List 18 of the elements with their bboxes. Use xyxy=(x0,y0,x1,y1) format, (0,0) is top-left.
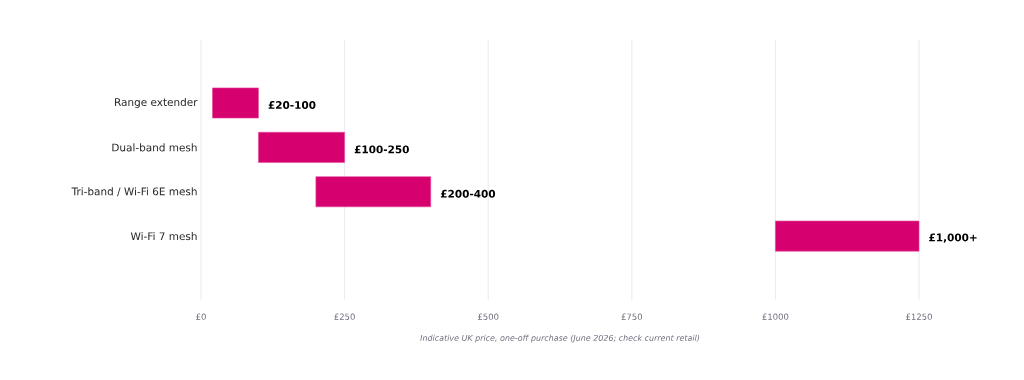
annotation: £20-100 xyxy=(268,101,316,109)
bar xyxy=(212,87,259,119)
x-tick-label: £0 xyxy=(196,313,206,320)
bar xyxy=(775,220,920,252)
x-tick-label: £1000 xyxy=(762,313,789,320)
annotation: £1,000+ xyxy=(929,233,977,243)
x-tick-label: £250 xyxy=(334,313,355,320)
x-tick-label: £500 xyxy=(477,313,499,320)
annotation: £100-250 xyxy=(354,145,409,154)
x-tick-label: £750 xyxy=(621,313,643,320)
x-tick-label: £1250 xyxy=(906,313,932,320)
y-tick-label: Dual-band mesh xyxy=(112,143,197,152)
bar xyxy=(315,176,432,208)
annotation: £200-400 xyxy=(440,189,496,198)
y-tick-label: Wi-Fi 7 mesh xyxy=(130,232,197,241)
bar xyxy=(258,131,345,163)
y-tick-label: Tri-band / Wi-Fi 6E mesh xyxy=(71,187,197,197)
y-tick-label: Range extender xyxy=(115,97,198,109)
